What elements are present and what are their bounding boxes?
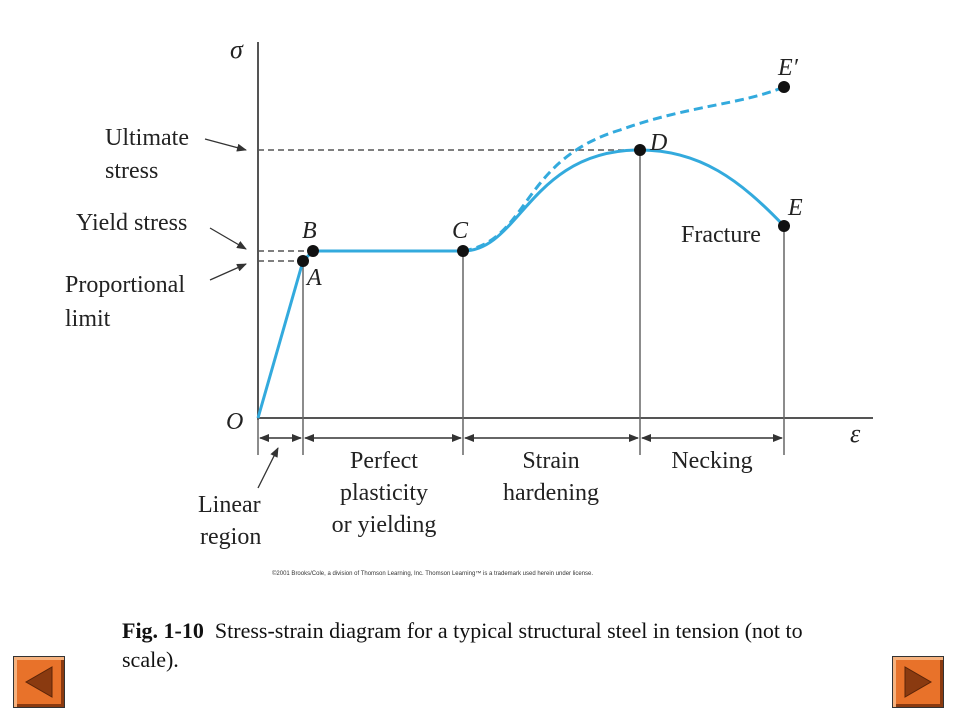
point-e-label: E — [787, 195, 803, 221]
point-e-marker — [778, 220, 790, 232]
plasticity-region-label-line2: plasticity — [340, 480, 428, 506]
ultimate-stress-label-line2: stress — [105, 158, 158, 184]
linear-region-label-line1: Linear — [198, 492, 261, 518]
point-b-marker — [307, 245, 319, 257]
x-axis-symbol: ε — [850, 419, 861, 448]
plasticity-region-label-line3: or yielding — [332, 512, 437, 538]
point-d-marker — [634, 144, 646, 156]
point-a-marker — [297, 255, 309, 267]
proportional-limit-label-line2: limit — [65, 306, 111, 332]
figure-number: Fig. 1-10 — [122, 618, 204, 643]
point-e-prime-label: E′ — [777, 55, 799, 81]
point-c-marker — [457, 245, 469, 257]
left-triangle-icon — [24, 666, 53, 698]
next-slide-button[interactable] — [892, 656, 944, 708]
point-a-label: A — [305, 265, 322, 291]
linear-region-label-line2: region — [200, 524, 261, 550]
hardening-region-label-line2: hardening — [503, 480, 599, 506]
proportional-limit-label-line1: Proportional — [65, 272, 185, 298]
figure-caption: Fig. 1-10 Stress-strain diagram for a ty… — [122, 616, 822, 674]
point-c-label: C — [452, 218, 469, 244]
previous-slide-button[interactable] — [13, 656, 65, 708]
point-e-prime-marker — [778, 81, 790, 93]
ultimate-stress-pointer — [204, 138, 247, 152]
ultimate-stress-label-line1: Ultimate — [105, 125, 189, 151]
right-triangle-icon — [904, 666, 933, 698]
proportional-limit-pointer — [209, 263, 247, 281]
plasticity-region-label-line1: Perfect — [350, 448, 418, 474]
y-axis-symbol: σ — [230, 35, 244, 64]
point-d-label: D — [649, 130, 667, 156]
yield-stress-label: Yield stress — [76, 210, 187, 236]
hardening-region-label-line1: Strain — [522, 448, 579, 474]
necking-region-label: Necking — [671, 448, 752, 474]
fracture-label: Fracture — [681, 222, 761, 248]
true-stress-strain-dashed-curve — [462, 85, 785, 253]
point-b-label: B — [302, 218, 317, 244]
engineering-stress-strain-curve — [256, 148, 786, 419]
copyright-notice: ©2001 Brooks/Cole, a division of Thomson… — [272, 571, 594, 577]
stress-strain-diagram: σ ε O A B C D E E′ Ultimate stress Yield… — [65, 35, 873, 550]
caption-text: Stress-strain diagram for a typical stru… — [122, 618, 803, 672]
linear-region-pointer — [257, 447, 279, 489]
origin-label: O — [226, 409, 243, 435]
yield-stress-pointer — [209, 227, 247, 250]
